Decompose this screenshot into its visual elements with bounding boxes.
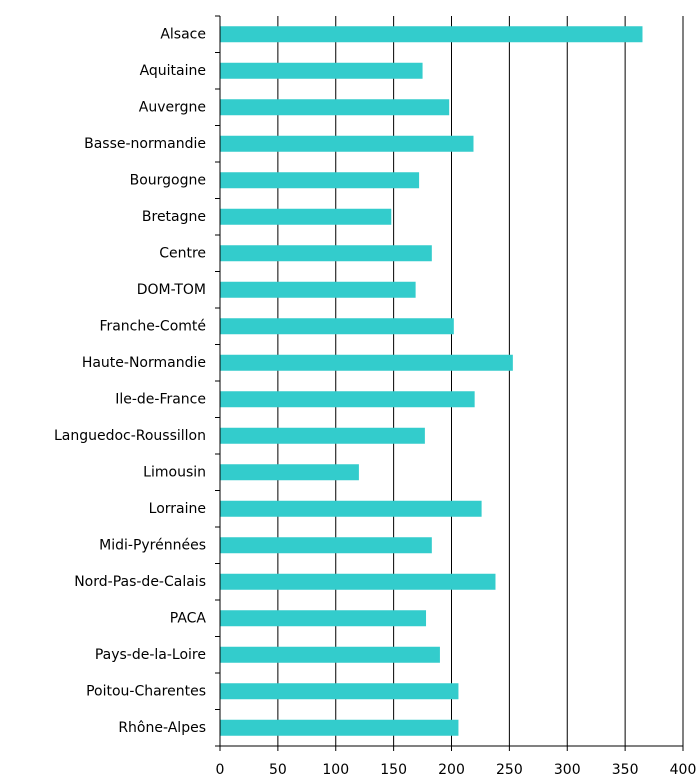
x-tick-label: 0 [216,762,225,778]
bar [220,172,420,189]
y-tick-label: Franche-Comté [99,318,206,334]
x-tick-label: 400 [670,762,697,778]
x-tick-label: 100 [322,762,349,778]
x-tick-label: 250 [496,762,523,778]
y-tick-label: Midi-Pyrénnées [99,537,206,553]
y-tick-label: Bourgogne [130,172,206,188]
bar [220,646,440,663]
y-tick-label: Basse-normandie [84,136,206,152]
y-tick-label: Pays-de-la-Loire [95,647,206,663]
bar [220,318,454,335]
y-tick-label: Poitou-Charentes [86,683,206,699]
bar [220,135,474,152]
y-tick-label: Lorraine [149,501,206,517]
y-tick-label: Nord-Pas-de-Calais [74,574,206,590]
bar [220,464,359,481]
bar [220,208,392,225]
bar [220,683,459,700]
bar [220,719,459,736]
x-tick-label: 200 [438,762,465,778]
bar [220,354,513,371]
bar [220,245,432,262]
bar [220,281,416,298]
y-tick-label: DOM-TOM [137,282,206,298]
x-tick-label: 50 [269,762,287,778]
bar [220,610,427,627]
y-tick-label: Auvergne [139,99,206,115]
y-tick-label: Languedoc-Roussillon [54,428,206,444]
bar [220,391,475,408]
y-tick-label: PACA [170,610,207,626]
y-tick-label: Rhône-Alpes [118,720,206,736]
x-tick-label: 350 [612,762,639,778]
bar [220,500,482,517]
y-tick-label: Limousin [143,464,206,480]
y-tick-label: Centre [159,245,206,261]
bar [220,537,432,554]
bar [220,573,496,590]
y-tick-label: Bretagne [142,209,206,225]
y-tick-label: Haute-Normandie [82,355,206,371]
x-tick-label: 150 [380,762,407,778]
x-tick-label: 300 [554,762,581,778]
y-tick-label: Alsace [160,26,206,42]
bar [220,26,643,43]
bar [220,427,425,444]
y-tick-label: Ile-de-France [115,391,206,407]
bar [220,62,423,79]
y-tick-label: Aquitaine [140,63,206,79]
bar [220,99,450,116]
